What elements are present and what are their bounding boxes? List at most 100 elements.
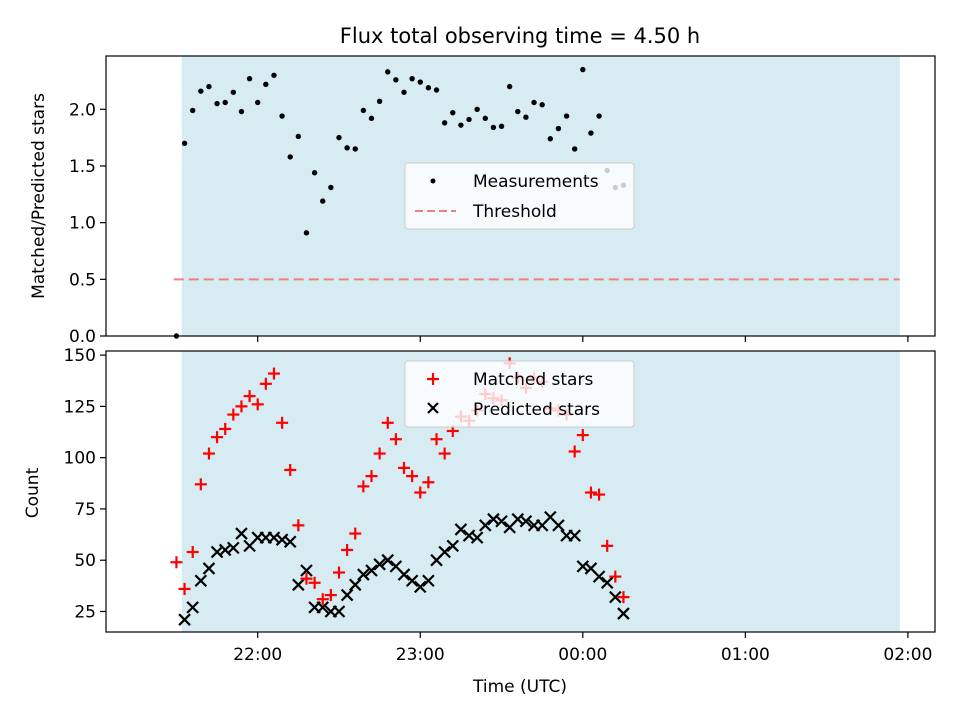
matched-star-point (178, 582, 191, 595)
measurement-point (222, 99, 228, 106)
measurement-point (490, 124, 497, 131)
bottom-panel: 25 50 75 100 125 150 22:00 23:00 00:00 01:00 02:0… (23, 346, 936, 697)
bottom-y-axis: 25 50 75 100 125 150 (64, 346, 106, 622)
measurement-point (311, 170, 318, 176)
predicted-star-point (592, 570, 606, 583)
predicted-star-point (381, 553, 395, 567)
measurement-point (295, 133, 302, 140)
measurement-point (474, 106, 480, 112)
predicted-star-point (300, 564, 313, 577)
predicted-star-point (438, 545, 451, 559)
measurement-point (433, 87, 440, 93)
measurement-point (571, 146, 578, 152)
predicted-star-point (552, 519, 565, 532)
measurement-point (230, 89, 237, 95)
matched-star-point (316, 593, 329, 606)
top-x-ticks (257, 336, 909, 342)
x-tick-label: 01:00 (721, 645, 770, 665)
matched-star-point (365, 470, 378, 483)
matched-star-point (219, 422, 232, 435)
predicted-star-point (186, 601, 199, 614)
bottom-y-tick-label: 100 (64, 449, 96, 469)
matched-star-point (568, 445, 581, 458)
top-axes-frame (105, 55, 936, 337)
measurement-point (303, 230, 310, 236)
x-axis-label: Time (UTC) (472, 677, 567, 697)
matched-star-point (211, 431, 224, 444)
bottom-axes-frame (105, 350, 936, 633)
measurement-point (352, 146, 358, 152)
predicted-star-point (340, 588, 354, 602)
legend-predicted: Predicted stars (473, 400, 600, 420)
predicted-star-point (332, 605, 346, 618)
measurement-point (328, 184, 334, 191)
measurement-point (385, 69, 391, 75)
predicted-star-point (470, 531, 484, 544)
measurement-point (255, 99, 261, 106)
matched-star-point (300, 572, 313, 585)
measurement-point (482, 115, 488, 122)
top-legend-box (404, 162, 635, 230)
predicted-star-point (600, 576, 614, 590)
measurement-point (214, 100, 220, 107)
measurement-point (401, 89, 407, 95)
measurement-point (287, 154, 293, 160)
top-legend: Measurements Threshold (404, 162, 635, 230)
predicted-star-point (479, 519, 492, 532)
top-panel: 0.00.51.01.52.0 Matched/Predicted stars … (29, 55, 936, 347)
measurement-point (368, 115, 375, 122)
x-tick-label: 22:00 (233, 645, 282, 665)
legend-matched: Matched stars (473, 370, 593, 390)
matched-star-point (227, 408, 240, 421)
predicted-star-point (446, 539, 460, 553)
predicted-star-point (405, 574, 419, 588)
bottom-legend-box (404, 360, 635, 428)
top-y-tick-label: 2.0 (69, 100, 96, 120)
measurement-point (515, 108, 521, 115)
predicted-star-point (397, 568, 411, 581)
measurement-point (181, 140, 188, 146)
matched-star-point (398, 461, 411, 474)
measurement-point (596, 113, 602, 119)
matched-star-point (259, 377, 272, 390)
predicted-star-point (495, 514, 508, 528)
measurement-point (588, 130, 594, 136)
predicted-star-point (178, 613, 191, 626)
measurement-point (320, 198, 326, 204)
measurements-legend-marker (430, 178, 436, 184)
measurement-point (563, 113, 570, 119)
measurement-point (547, 136, 554, 142)
x-tick-label: 23:00 (396, 645, 445, 665)
measurement-point (466, 116, 472, 123)
matched-star-point (593, 488, 606, 501)
predicted-star-point (373, 558, 386, 571)
chart-title: Flux total observing time = 4.50 h (340, 24, 700, 48)
measurement-point (409, 75, 415, 82)
matched-star-point (414, 486, 427, 499)
measurement-point (580, 66, 586, 73)
matched-star-point (389, 433, 402, 446)
top-y-tick-label: 0.5 (69, 270, 96, 290)
matched-star-point (251, 398, 264, 411)
measurement-point (458, 122, 464, 128)
predicted-star-point (348, 578, 362, 592)
x-tick-label: 02:00 (883, 645, 932, 665)
predicted-star-point (194, 574, 208, 588)
measurement-point (555, 125, 562, 132)
predicted-star-point (422, 574, 435, 588)
predicted-star-point (202, 562, 216, 575)
measurement-point (417, 79, 423, 85)
measurement-point (360, 107, 367, 114)
measurement-point (393, 77, 399, 83)
matched-star-point (284, 463, 297, 476)
matched-star-point (292, 519, 305, 532)
measurement-point (498, 123, 505, 129)
matched-star-point (267, 367, 280, 380)
top-y-tick-label: 1.5 (69, 157, 96, 177)
matched-star-point (243, 390, 256, 403)
matched-star-point (186, 546, 199, 559)
measurement-point (539, 102, 545, 108)
matched-legend-marker (427, 373, 439, 385)
predicted-stars-points (178, 510, 630, 626)
